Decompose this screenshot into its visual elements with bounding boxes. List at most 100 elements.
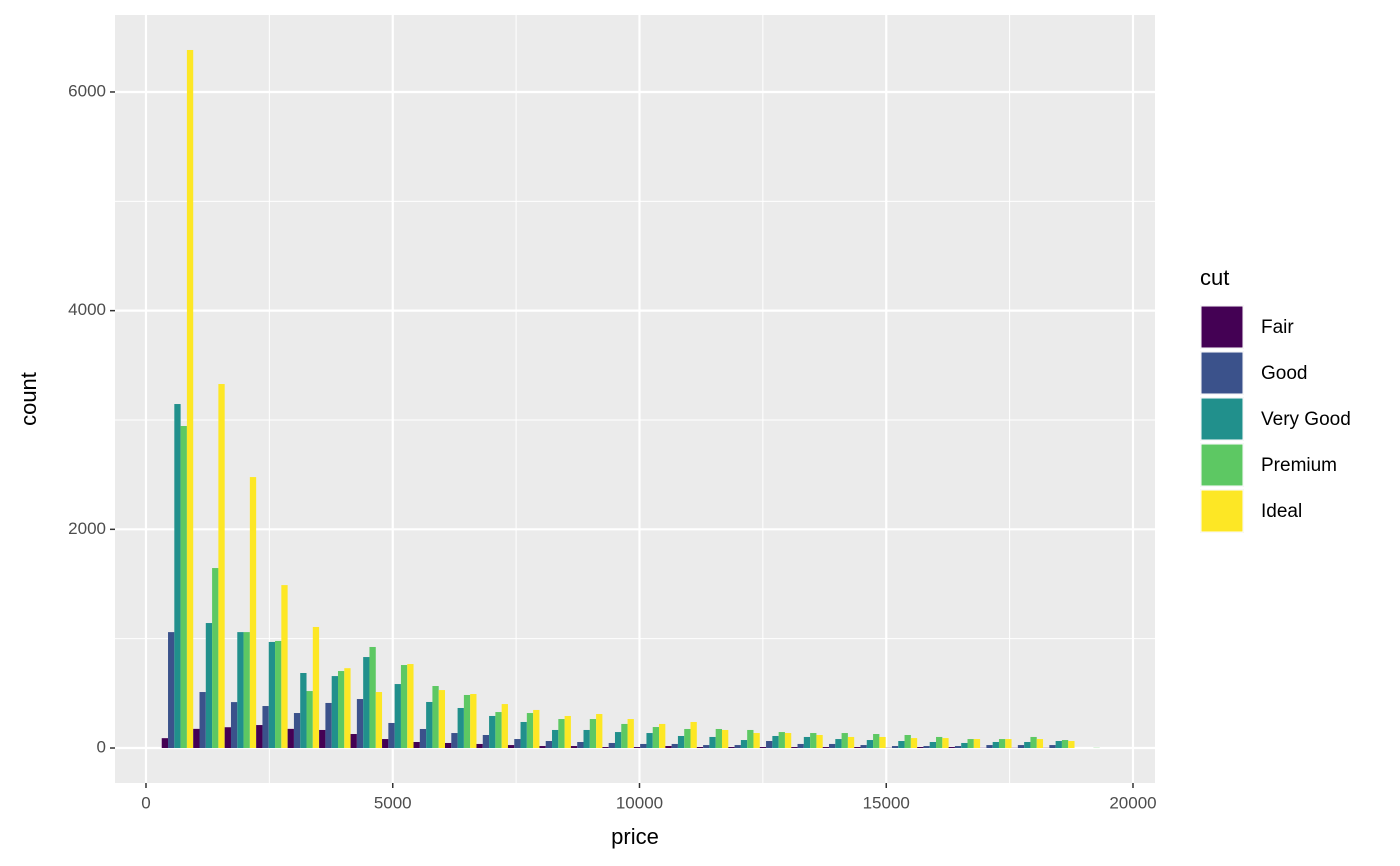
bar	[728, 747, 735, 749]
bar	[180, 426, 187, 749]
y-tick-label: 2000	[68, 519, 106, 538]
bar	[652, 727, 660, 749]
bar	[337, 671, 345, 749]
bar	[507, 745, 515, 749]
bar	[784, 733, 792, 749]
bar	[973, 739, 981, 749]
bar	[1005, 739, 1012, 749]
bar	[791, 747, 798, 749]
bar	[520, 721, 527, 749]
bar	[602, 747, 609, 749]
bar	[923, 746, 930, 749]
panel	[115, 15, 1155, 783]
bar	[363, 657, 370, 749]
legend-label: Very Good	[1261, 409, 1351, 430]
bar	[659, 723, 666, 749]
bar	[904, 735, 911, 749]
bar	[287, 728, 294, 749]
bar	[570, 746, 578, 749]
legend-label: Premium	[1261, 455, 1337, 476]
bar	[646, 733, 653, 749]
legend-title: cut	[1200, 265, 1229, 290]
bar	[766, 741, 773, 749]
bar	[1055, 741, 1062, 749]
y-tick-label: 4000	[68, 300, 106, 319]
bar	[445, 742, 452, 749]
legend-label: Good	[1261, 363, 1307, 384]
bar	[482, 735, 490, 749]
bar	[369, 646, 376, 749]
bar	[463, 694, 471, 749]
bar	[268, 641, 276, 749]
bar	[627, 719, 634, 749]
bar	[696, 747, 704, 749]
bar	[281, 585, 288, 749]
bar	[394, 684, 401, 749]
bars	[161, 49, 1100, 749]
bar	[898, 741, 905, 749]
bar	[319, 729, 326, 749]
bar	[230, 702, 238, 749]
x-tick-label: 0	[141, 793, 150, 812]
bar	[608, 742, 615, 749]
bar	[558, 719, 565, 749]
bar	[356, 699, 364, 749]
bar	[224, 727, 231, 749]
x-tick-label: 10000	[616, 793, 663, 812]
bar	[772, 735, 779, 749]
bar	[690, 721, 697, 749]
bar	[388, 722, 395, 749]
bar	[300, 673, 307, 749]
bar	[451, 733, 458, 749]
bar	[476, 743, 483, 749]
bar	[199, 692, 206, 749]
bar	[589, 719, 597, 749]
bar	[218, 384, 225, 749]
bar	[1024, 741, 1031, 749]
bar	[583, 729, 590, 749]
bar	[936, 736, 943, 749]
bar	[212, 568, 219, 749]
bar	[709, 736, 716, 749]
bar	[640, 743, 647, 749]
legend-swatch	[1200, 351, 1244, 395]
bar	[797, 743, 804, 749]
bar	[684, 728, 691, 749]
legend-label: Ideal	[1261, 501, 1302, 522]
bar	[1049, 745, 1056, 749]
bar	[665, 746, 672, 749]
bar	[822, 747, 830, 749]
bar	[734, 745, 741, 749]
grid	[115, 15, 1155, 783]
bar	[552, 729, 559, 749]
bar	[879, 736, 886, 749]
legend-swatch	[1200, 443, 1244, 487]
bar	[489, 715, 496, 749]
bar	[495, 712, 502, 749]
bar	[829, 743, 836, 749]
bar	[948, 747, 955, 749]
bar	[193, 728, 200, 749]
y-tick-label: 0	[97, 737, 106, 756]
bar	[344, 668, 351, 749]
bar	[891, 746, 899, 749]
bar	[961, 742, 968, 749]
bar	[992, 741, 999, 749]
x-tick-label: 5000	[374, 793, 412, 812]
bar	[470, 693, 477, 749]
bar	[740, 740, 748, 749]
bar	[350, 734, 357, 749]
bar	[816, 735, 823, 749]
bar	[419, 728, 427, 749]
bar	[747, 729, 754, 749]
bar	[677, 735, 685, 749]
bar	[866, 740, 874, 749]
bar	[275, 640, 282, 749]
bar	[1061, 740, 1069, 749]
bar	[413, 741, 420, 749]
bar	[810, 733, 817, 749]
bar	[256, 725, 263, 749]
bar	[249, 477, 257, 749]
x-tick-label: 15000	[863, 793, 910, 812]
